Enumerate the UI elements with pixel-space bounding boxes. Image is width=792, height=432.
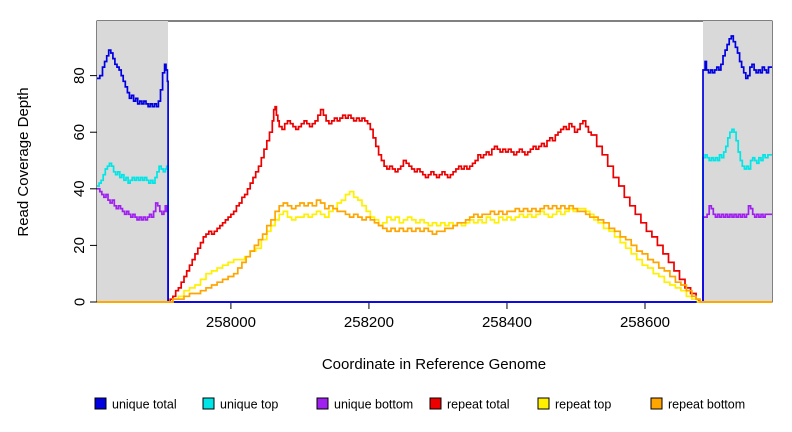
y-tick-label: 60 [71,124,88,141]
y-tick-label: 0 [71,298,88,306]
legend-label-repeat-total: repeat total [447,398,510,412]
unique-flank-right [702,21,772,302]
legend-label-unique-top: unique top [220,398,278,412]
series-unique-bottom [97,187,772,303]
y-axis-title: Read Coverage Depth [15,87,32,236]
legend-swatch-repeat-bottom [650,397,663,410]
legend-label-repeat-bottom: repeat bottom [668,398,745,412]
y-tick-label: 80 [71,67,88,84]
series-repeat-bottom [97,199,772,303]
x-tick-label: 258000 [206,314,256,331]
legend-swatch-unique-top [202,397,215,410]
legend-label-repeat-top: repeat top [555,398,611,412]
plot-area: 258000 258200 258400 258600 0 20 40 60 80 [71,20,773,331]
x-tick-label: 258200 [344,314,394,331]
unique-flank-left [97,21,169,302]
legend-swatch-unique-bottom [316,397,329,410]
x-axis-title: Coordinate in Reference Genome [322,356,546,373]
series-repeat-top [97,190,772,303]
legend-swatch-repeat-top [537,397,550,410]
legend-swatch-repeat-total [429,397,442,410]
x-tick-label: 258400 [482,314,532,331]
plot-box [96,20,773,303]
y-tick-label: 20 [71,237,88,254]
x-tick-label: 258600 [620,314,670,331]
y-tick-label: 40 [71,180,88,197]
series-repeat-total [97,105,772,303]
legend-label-unique-bottom: unique bottom [334,398,413,412]
series-unique-top [97,128,772,303]
legend-swatch-unique-total [94,397,107,410]
series-unique-total [97,35,772,303]
legend: unique total unique top unique bottom repea… [94,397,745,412]
legend-label-unique-total: unique total [112,398,177,412]
